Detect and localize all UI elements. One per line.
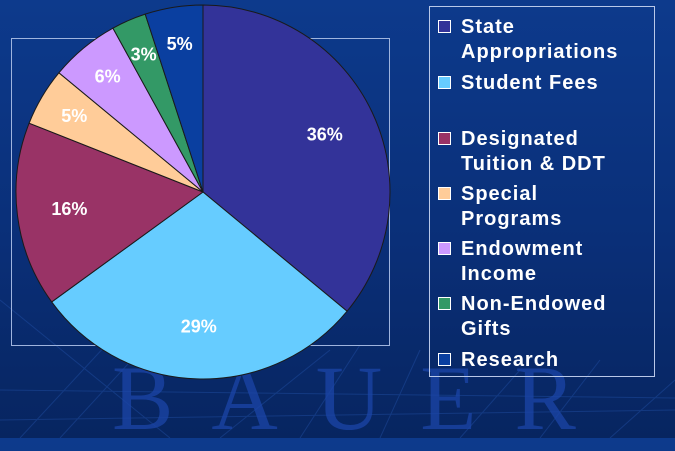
pie-label-endowment-income: 6% xyxy=(95,67,121,87)
legend-item: Student Fees xyxy=(438,71,599,96)
legend-item: Endowment Income xyxy=(438,237,583,287)
legend-label: Endowment Income xyxy=(461,238,584,285)
pie-chart: 36% 29% 16% 5% 6% 3% 5% xyxy=(15,4,391,380)
legend-swatch xyxy=(438,76,451,89)
legend-swatch xyxy=(438,297,451,310)
legend-item: Non-Endowed Gifts xyxy=(438,292,606,342)
legend-swatch xyxy=(438,353,451,366)
pie-label-research: 5% xyxy=(167,34,193,54)
legend-label: Research xyxy=(461,349,560,371)
pie-label-non-endowed-gifts: 3% xyxy=(131,45,157,65)
pie-label-state-appropriations: 36% xyxy=(307,125,343,145)
legend-item: Special Programs xyxy=(438,182,562,232)
chart-legend: State Appropriations Student Fees Designat… xyxy=(429,6,655,377)
pie-label-student-fees: 29% xyxy=(181,317,217,337)
pie-label-special-programs: 5% xyxy=(61,106,87,126)
legend-swatch xyxy=(438,187,451,200)
legend-item: State Appropriations xyxy=(438,15,618,65)
pie-slice-student-fees xyxy=(51,191,348,380)
legend-label: State Appropriations xyxy=(461,16,619,63)
legend-swatch xyxy=(438,20,451,33)
legend-label: Designated Tuition & DDT xyxy=(461,128,606,175)
pie-slice-state-appropriations xyxy=(202,4,391,312)
pie-slice-research xyxy=(144,4,204,193)
pie-slice-designated-tuition-ddt xyxy=(15,122,205,303)
background-lines xyxy=(0,299,675,438)
pie-label-designated-tuition-ddt: 16% xyxy=(51,199,87,219)
legend-label: Student Fees xyxy=(461,72,599,94)
legend-item: Research xyxy=(438,348,559,373)
legend-label: Special Programs xyxy=(461,183,563,230)
legend-swatch xyxy=(438,132,451,145)
legend-item: Designated Tuition & DDT xyxy=(438,127,606,177)
legend-label: Non-Endowed Gifts xyxy=(461,293,607,340)
legend-swatch xyxy=(438,242,451,255)
